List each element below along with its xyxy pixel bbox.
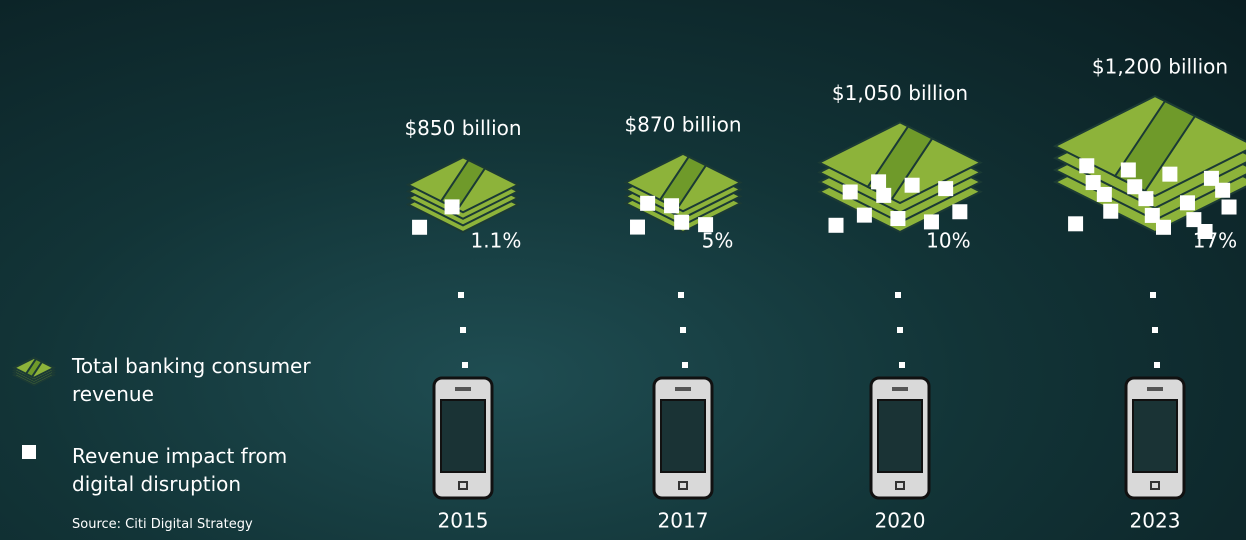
impact-square (905, 178, 920, 193)
dot (678, 292, 684, 298)
impact-square (938, 181, 953, 196)
revenue-label: $870 billion (624, 112, 741, 136)
year-label: 2015 (438, 509, 489, 533)
phone-screen (441, 400, 485, 472)
year-label: 2020 (875, 509, 926, 533)
impact-square (924, 214, 939, 229)
impact-square (843, 184, 858, 199)
dot (895, 292, 901, 298)
dot (458, 292, 464, 298)
impact-square (857, 208, 872, 223)
revenue-label: $1,200 billion (1092, 55, 1228, 79)
impact-square (1215, 183, 1230, 198)
impact-square (952, 204, 967, 219)
phone-icon (1126, 378, 1184, 498)
impact-square (664, 198, 679, 213)
dot (462, 362, 468, 368)
revenue-label: $1,050 billion (832, 81, 968, 105)
impact-square (1103, 204, 1118, 219)
phone-speaker (892, 387, 908, 391)
phone-icon (654, 378, 712, 498)
phone-screen (1133, 400, 1177, 472)
phone-screen (878, 400, 922, 472)
source: Source: Citi Digital Strategy (72, 517, 253, 532)
phone-speaker (1147, 387, 1163, 391)
impact-square (1162, 167, 1177, 182)
impact-square (1180, 195, 1195, 210)
impact-square (630, 220, 645, 235)
phone-icon (434, 378, 492, 498)
impact-square (412, 220, 427, 235)
year-label: 2023 (1130, 509, 1181, 533)
phone-speaker (675, 387, 691, 391)
impact-square (890, 211, 905, 226)
dot (1152, 327, 1158, 333)
impact-label: 10% (926, 229, 970, 253)
impact-square (876, 188, 891, 203)
impact-square (1138, 191, 1153, 206)
legend-icon (22, 445, 36, 459)
dot (1154, 362, 1160, 368)
impact-square (1156, 220, 1171, 235)
phone-icon (871, 378, 929, 498)
impact-label: 5% (702, 229, 734, 253)
legend-icon (14, 358, 54, 385)
phone-speaker (455, 387, 471, 391)
legend-label: Revenue impact from digital disruption (72, 442, 312, 498)
dot (460, 327, 466, 333)
impact-label: 1.1% (471, 229, 522, 253)
dot (897, 327, 903, 333)
impact-square (1121, 162, 1136, 177)
dot (899, 362, 905, 368)
dot (1150, 292, 1156, 298)
impact-square (640, 196, 655, 211)
phone-screen (661, 400, 705, 472)
impact-square (445, 199, 460, 214)
dot (680, 327, 686, 333)
legend-label: Total banking consumer revenue (72, 352, 312, 408)
impact-square (1097, 187, 1112, 202)
revenue-label: $850 billion (404, 116, 521, 140)
impact-square (871, 174, 886, 189)
year-label: 2017 (658, 509, 709, 533)
impact-square (1079, 158, 1094, 173)
impact-square (1222, 200, 1237, 215)
dot (682, 362, 688, 368)
impact-label: 17% (1193, 229, 1237, 253)
infographic: $850 billion 1.1% 2015 $870 billion 5% 2017 $1… (0, 0, 1246, 540)
impact-square (829, 218, 844, 233)
impact-square (1068, 216, 1083, 231)
impact-square (674, 215, 689, 230)
